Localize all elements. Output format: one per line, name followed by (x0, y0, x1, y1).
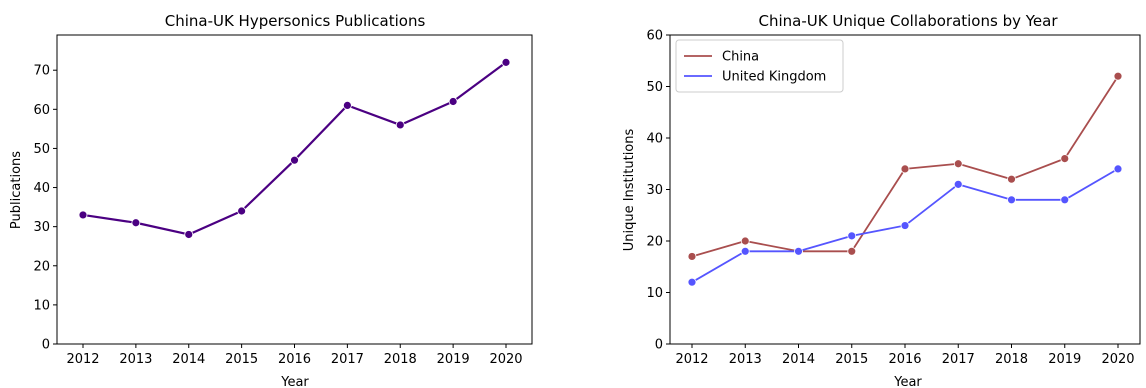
data-point (184, 230, 194, 239)
y-tick-label: 30 (646, 183, 663, 198)
legend: China United Kingdom (675, 39, 844, 93)
x-axis: 2012 2013 2014 2015 2016 2017 2018 2019 2020 (66, 344, 523, 367)
y-axis-label: Publications (9, 151, 24, 229)
data-point (687, 252, 697, 261)
data-point (78, 210, 88, 220)
x-tick-label: 2018 (995, 352, 1028, 367)
data-point (1007, 195, 1016, 205)
data-point (900, 221, 910, 230)
data-point (1113, 164, 1123, 174)
legend-item: United Kingdom (684, 70, 826, 85)
series-china (687, 71, 1123, 261)
data-point (290, 155, 299, 165)
series-line (82, 61, 507, 236)
x-tick-label: 2013 (119, 352, 152, 367)
x-tick-label: 2015 (225, 352, 258, 367)
data-point (953, 159, 963, 169)
data-point (448, 97, 458, 106)
x-tick-label: 2019 (1048, 352, 1081, 367)
y-tick-label: 40 (646, 132, 663, 147)
x-tick-label: 2018 (384, 352, 417, 367)
legend-item: China (684, 50, 759, 65)
x-tick-label: 2020 (489, 352, 522, 367)
x-axis-label: Year (893, 375, 922, 388)
collaborations-chart: China-UK Unique Collaborations by Year Y… (622, 12, 1141, 388)
data-point (794, 246, 803, 256)
data-point (953, 179, 963, 189)
x-tick-label: 2013 (729, 352, 762, 367)
y-tick-label: 10 (33, 298, 50, 313)
legend-label: United Kingdom (722, 70, 826, 85)
series-group (78, 57, 511, 239)
data-point (740, 236, 750, 246)
axes-frame (56, 34, 533, 345)
plot-area (56, 34, 533, 345)
y-tick-label: 30 (33, 220, 50, 235)
x-tick-label: 2014 (172, 352, 205, 367)
chart-title: China-UK Hypersonics Publications (165, 12, 426, 30)
data-point (1060, 195, 1070, 205)
x-tick-label: 2020 (1101, 352, 1134, 367)
y-tick-label: 0 (655, 338, 663, 353)
x-axis-label: Year (280, 375, 309, 388)
x-tick-label: 2012 (675, 352, 708, 367)
x-tick-label: 2012 (66, 352, 99, 367)
data-point (131, 218, 141, 228)
data-point (237, 206, 247, 216)
data-point (342, 101, 352, 110)
y-tick-label: 70 (33, 64, 50, 79)
y-tick-label: 40 (33, 181, 50, 196)
y-tick-label: 20 (646, 235, 663, 250)
data-point (1060, 154, 1070, 164)
series-publications (78, 57, 511, 239)
x-tick-label: 2017 (331, 352, 364, 367)
y-tick-label: 60 (646, 29, 663, 44)
data-point (847, 231, 857, 241)
publications-chart: China-UK Hypersonics Publications Year P… (9, 12, 533, 388)
y-tick-label: 50 (646, 80, 663, 95)
legend-label: China (722, 50, 759, 65)
x-tick-label: 2016 (278, 352, 311, 367)
x-tick-label: 2015 (835, 352, 868, 367)
data-point (900, 164, 910, 174)
y-axis-label: Unique Institutions (622, 129, 637, 252)
data-point (1113, 71, 1123, 81)
data-point (687, 277, 697, 287)
y-tick-label: 50 (33, 142, 50, 157)
chart-title: China-UK Unique Collaborations by Year (759, 12, 1059, 30)
data-point (501, 57, 511, 67)
y-tick-label: 60 (33, 103, 50, 118)
data-point (395, 120, 405, 130)
series-united-kingdom (687, 164, 1123, 287)
x-tick-label: 2014 (782, 352, 815, 367)
data-point (847, 246, 857, 256)
y-tick-label: 10 (646, 286, 663, 301)
x-tick-label: 2016 (888, 352, 921, 367)
x-axis: 2012 2013 2014 2015 2016 2017 2018 2019 2020 (675, 344, 1135, 367)
x-tick-label: 2017 (942, 352, 975, 367)
x-tick-label: 2019 (437, 352, 470, 367)
y-axis: 0 10 20 30 40 50 60 (646, 29, 670, 353)
series-group (687, 71, 1123, 287)
y-tick-label: 0 (42, 338, 50, 353)
y-axis: 0 10 20 30 40 50 60 70 (33, 64, 57, 353)
legend-box (675, 39, 844, 93)
data-point (740, 246, 750, 256)
y-tick-label: 20 (33, 259, 50, 274)
data-point (1007, 174, 1016, 184)
